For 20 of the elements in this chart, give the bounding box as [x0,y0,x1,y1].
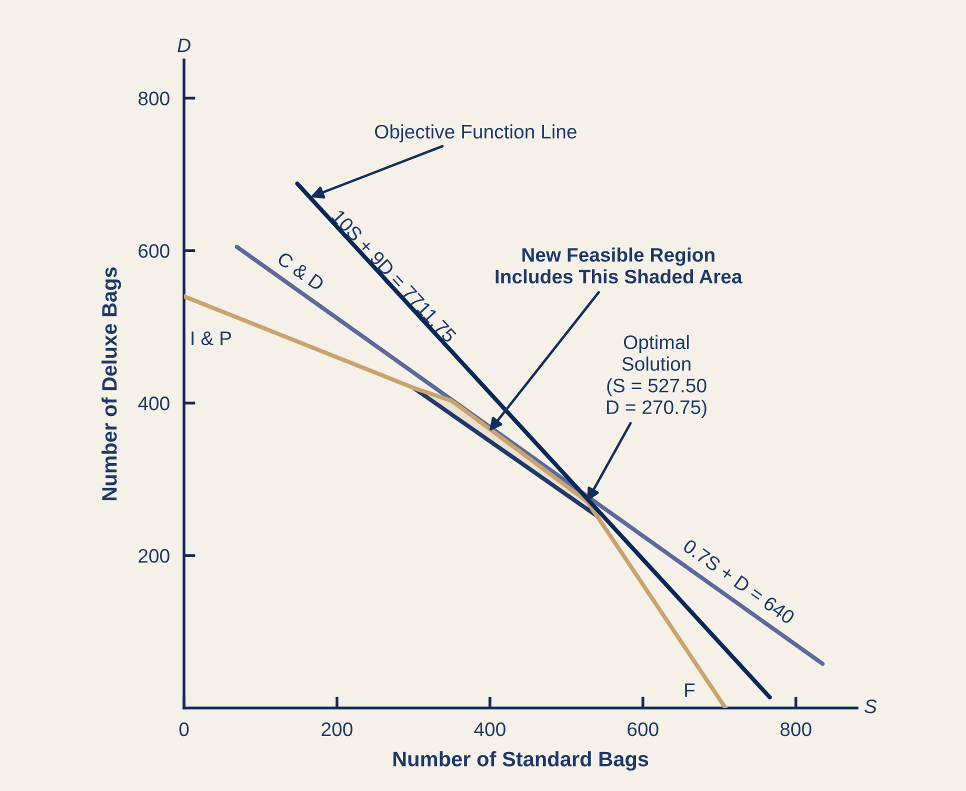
x-tick-label: 0 [179,722,189,736]
annotation: Objective Function Line [375,124,576,142]
x-tick-label: 600 [628,722,658,736]
annotation: F [685,683,695,697]
y-axis-title: Number of Deluxe Bags [102,267,122,500]
y-tick-label: 400 [138,396,170,410]
y-tick-label: 600 [138,244,170,258]
x-tick-label: 200 [322,722,352,736]
x-tick-label: 800 [780,722,812,736]
x-tick-label: 400 [474,722,506,736]
annotation: I & P [192,332,231,346]
annotation: 0.7S + D = 640 [682,538,796,625]
x-axis-title: Number of Standard Bags [393,751,648,771]
y-tick-label: 200 [138,549,170,563]
annotation: C & D [276,251,326,292]
y-tick-label: 800 [138,92,170,106]
annotation: Optimal Solution (S = 527.50 D = 270.75) [607,334,706,418]
text: S [864,699,877,714]
annotation: New Feasible Region Includes This Shaded Area [496,247,742,284]
text: D [178,38,190,52]
